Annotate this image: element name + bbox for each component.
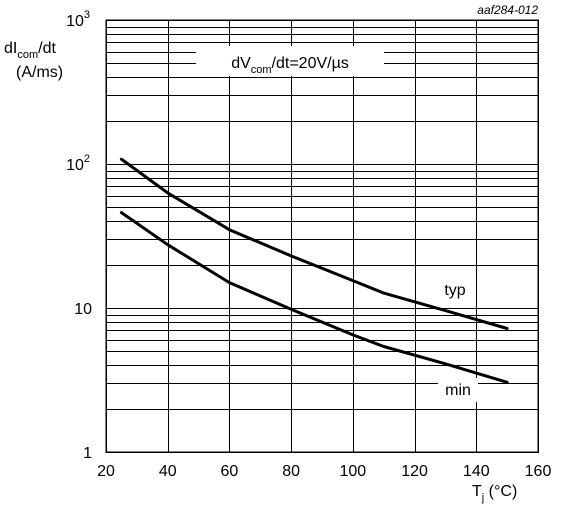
x-tick-labels: 20 40 60 80 100 120 140 160 (97, 463, 551, 480)
y-tick-labels: 1 10 102 103 (66, 9, 92, 462)
y-axis-label-line2: (A/ms) (16, 64, 63, 81)
series-line-min (119, 211, 509, 384)
x-tick-label: 60 (221, 463, 239, 480)
series-label-background (438, 378, 478, 402)
y-tick-label: 1 (83, 445, 92, 462)
y-tick-label: 102 (66, 153, 90, 174)
x-tick-label: 160 (525, 463, 552, 480)
plot-frame (105, 19, 539, 453)
series-group: typ min (119, 157, 509, 402)
y-axis-label-line1: dIcom/dt (4, 40, 56, 61)
y-tick-label: 103 (66, 9, 90, 30)
y-tick-label: 10 (74, 301, 92, 318)
x-tick-label: 20 (97, 463, 115, 480)
x-tick-label: 140 (463, 463, 490, 480)
series-label-typ: typ (444, 282, 465, 299)
annotation-background (196, 46, 384, 76)
series-label-min: min (445, 382, 471, 399)
annotation-label: dVcom/dt=20V/µs (231, 55, 349, 76)
x-tick-label: 80 (282, 463, 300, 480)
x-tick-label: 40 (159, 463, 177, 480)
x-tick-label: 100 (340, 463, 367, 480)
series-line-typ (119, 157, 509, 330)
grid-minor (106, 27, 538, 410)
figure-code: aaf284-012 (477, 3, 538, 17)
x-tick-label: 120 (401, 463, 428, 480)
x-axis-label: Tj (°C) (472, 483, 517, 504)
series-label-background (435, 278, 475, 302)
